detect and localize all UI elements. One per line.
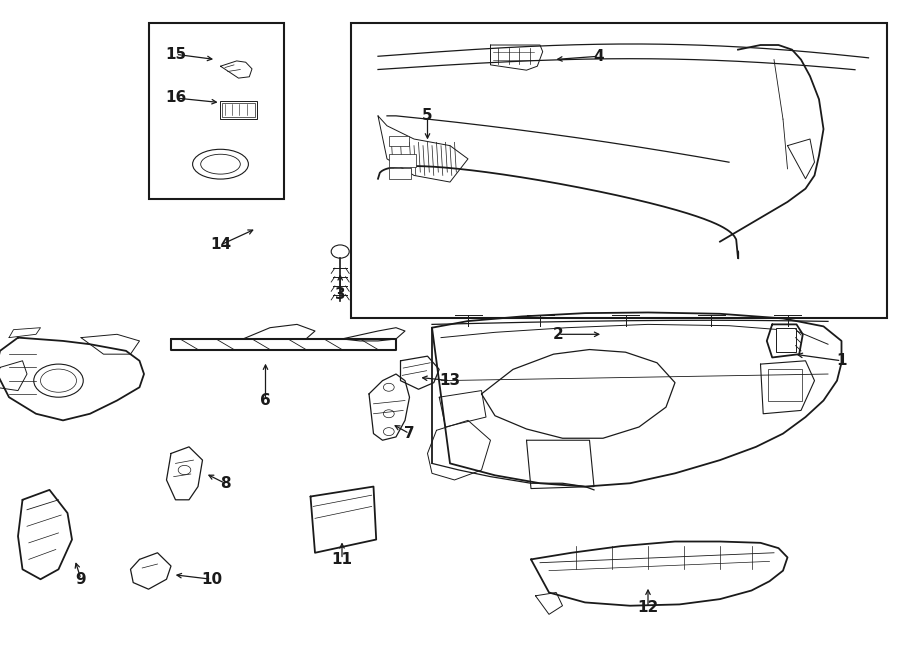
Bar — [776, 328, 796, 352]
Text: 13: 13 — [439, 373, 461, 388]
Bar — [351, 23, 886, 318]
Bar — [768, 369, 802, 401]
Text: 7: 7 — [404, 426, 415, 441]
Bar — [148, 23, 284, 199]
Text: 2: 2 — [553, 327, 563, 342]
Text: 1: 1 — [836, 354, 847, 368]
Text: 8: 8 — [220, 476, 230, 491]
Text: 9: 9 — [76, 572, 86, 587]
Text: 6: 6 — [260, 393, 271, 408]
Bar — [389, 154, 416, 167]
Bar — [222, 103, 255, 117]
Text: 11: 11 — [331, 552, 353, 567]
Text: 16: 16 — [165, 91, 186, 105]
Bar — [220, 101, 257, 119]
Text: 5: 5 — [422, 109, 433, 123]
Text: 10: 10 — [201, 572, 222, 587]
Bar — [389, 168, 411, 179]
Text: 4: 4 — [593, 49, 604, 64]
Text: 12: 12 — [637, 600, 659, 615]
Text: 15: 15 — [165, 47, 186, 62]
Text: 3: 3 — [335, 287, 346, 302]
Text: 14: 14 — [210, 238, 231, 252]
Bar — [389, 136, 409, 146]
